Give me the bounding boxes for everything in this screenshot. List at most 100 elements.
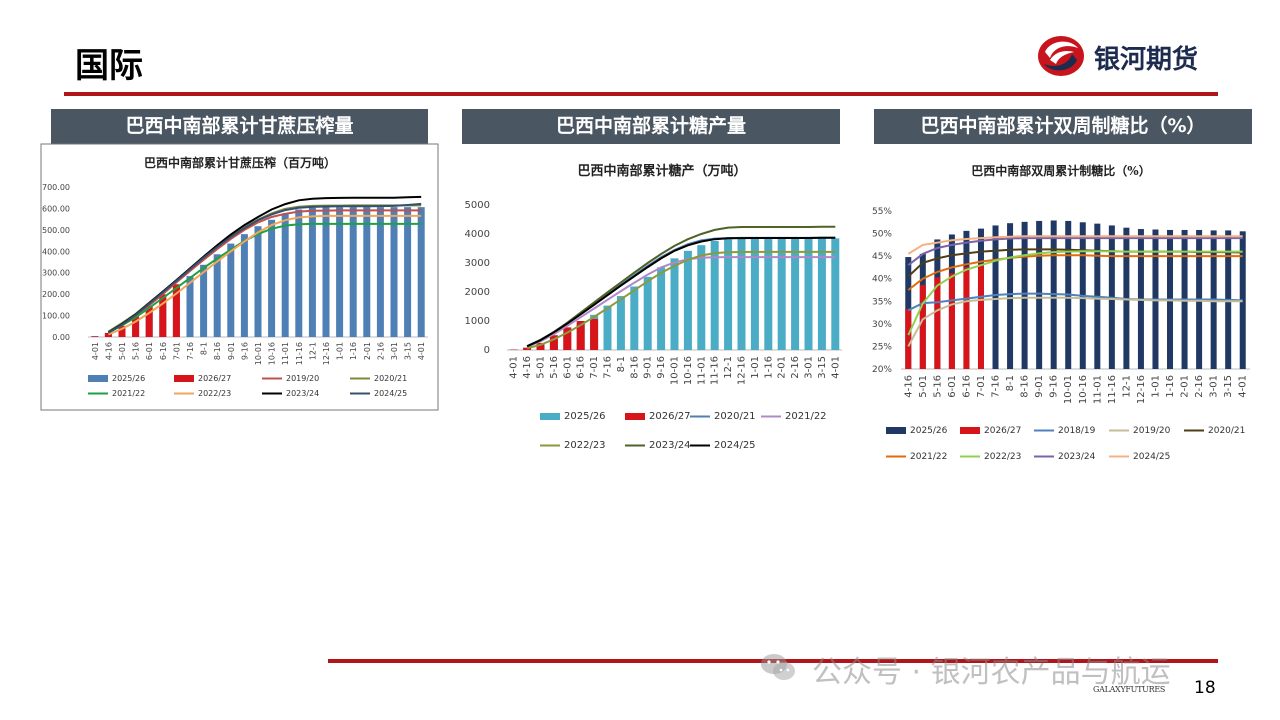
- line-2022-23: [108, 214, 422, 336]
- bar-2026-27: [948, 273, 955, 369]
- legend-swatch: [960, 427, 980, 434]
- page-title: 国际: [75, 46, 143, 86]
- chart-frame: [40, 143, 439, 411]
- x-tick-label: 8-1: [1005, 375, 1016, 391]
- x-tick-label: 2-01: [363, 342, 372, 360]
- bar-2025-26: [227, 243, 235, 337]
- x-tick-label: 3-15: [1223, 375, 1234, 398]
- x-tick-label: 8-1: [616, 356, 627, 372]
- legend-swatch: [88, 375, 108, 382]
- y-tick-label: 300.00: [42, 269, 70, 278]
- legend-label: 2025/26: [564, 411, 606, 422]
- bar-2025-26: [376, 207, 384, 337]
- panel-header-cane-crush: 巴西中南部累计甘蔗压榨量: [51, 109, 428, 144]
- logo-text: 银河期货: [1094, 45, 1199, 75]
- x-tick-label: 4-01: [1238, 375, 1249, 398]
- bar-2025-26: [268, 219, 276, 337]
- line-2023-24: [526, 225, 836, 348]
- x-tick-label: 3-01: [804, 356, 815, 379]
- footer-brand: GALAXYFUTURES: [1093, 685, 1166, 694]
- bar-2025-26: [281, 213, 289, 337]
- bar-2025-26: [417, 207, 425, 337]
- bar-2025-26: [630, 286, 639, 350]
- x-tick-label: 9-16: [1049, 375, 1060, 398]
- watermark: 公众号 · 银河农产品与航运: [760, 647, 1240, 690]
- legend-label: 2024/25: [374, 389, 407, 398]
- x-tick-label: 3-01: [1209, 375, 1220, 398]
- x-tick-label: 4-16: [522, 356, 533, 379]
- x-tick-label: 6-16: [159, 342, 168, 360]
- x-tick-label: 12-16: [1136, 375, 1147, 404]
- bar-2026-27: [523, 347, 532, 350]
- y-tick-label: 200.00: [42, 290, 70, 299]
- x-tick-label: 11-01: [696, 356, 707, 385]
- bar-2025-26: [724, 239, 733, 350]
- x-tick-label: 3-15: [817, 356, 828, 379]
- y-tick-label: 3000: [465, 258, 490, 269]
- line-2019-20: [107, 209, 422, 334]
- y-tick-label: 35%: [872, 297, 892, 307]
- bar-2025-26: [791, 238, 800, 350]
- chart-cane-crush: 巴西中南部累计甘蔗压榨（百万吨） 700.00 600.00 500.00 400.00…: [40, 143, 439, 411]
- x-tick-label: 10-16: [683, 356, 694, 385]
- bar-2025-26: [643, 276, 652, 350]
- bar-2026-27: [590, 318, 599, 350]
- line-2021-22: [907, 254, 1243, 291]
- bar-2026-27: [963, 266, 970, 369]
- bar-2025-26: [390, 207, 398, 337]
- x-tick-label: 6-01: [145, 342, 154, 360]
- line-2018-19: [907, 292, 1243, 312]
- x-tick-label: 11-16: [295, 342, 304, 365]
- x-tick-label: 8-16: [213, 342, 222, 360]
- legend-label: 2022/23: [198, 389, 231, 398]
- y-tick-label: 500.00: [42, 226, 70, 235]
- title-rule: [64, 92, 1218, 96]
- bar-2025-26: [710, 240, 719, 350]
- x-tick-label: 6-16: [576, 356, 587, 379]
- x-tick-label: 9-01: [643, 356, 654, 379]
- bar-2026-27: [132, 316, 140, 337]
- bar-2025-26: [322, 207, 330, 337]
- bar-2026-27: [934, 277, 941, 369]
- bar-2026-27: [172, 284, 180, 337]
- x-tick-label: 7-01: [976, 375, 987, 398]
- legend-label: 2023/24: [1058, 452, 1096, 462]
- x-tick-label: 2-16: [1194, 375, 1205, 398]
- legend-label: 2020/21: [714, 411, 756, 422]
- bar-2026-27: [536, 342, 545, 350]
- bar-2025-26: [817, 238, 826, 350]
- y-tick-label: 50%: [872, 230, 892, 240]
- y-tick-label: 40%: [872, 275, 892, 285]
- legend-label: 2024/25: [714, 440, 756, 451]
- x-tick-label: 11-01: [1092, 375, 1103, 404]
- x-tick-label: 1-16: [349, 342, 358, 360]
- y-tick-label: 0.00: [52, 333, 70, 342]
- bar-2025-26: [777, 238, 786, 350]
- x-tick-label: 12-1: [723, 356, 734, 379]
- panel-header-sugar-mix: 巴西中南部累计双周制糖比（%）: [874, 109, 1252, 144]
- legend-swatch: [625, 413, 645, 420]
- x-tick-label: 10-16: [268, 342, 277, 365]
- bar-2025-26: [670, 258, 679, 350]
- x-tick-label: 4-16: [903, 375, 914, 398]
- x-tick-label: 1-01: [750, 356, 761, 379]
- legend-label: 2022/23: [984, 452, 1021, 462]
- bar-2025-26: [1021, 221, 1028, 369]
- bar-2025-26: [404, 207, 412, 337]
- bar-2026-27: [104, 332, 112, 337]
- wechat-icon: [761, 654, 795, 680]
- bar-2025-26: [697, 245, 706, 350]
- x-tick-label: 6-01: [947, 375, 958, 398]
- y-tick-label: 25%: [872, 342, 892, 352]
- bar-2025-26: [200, 264, 208, 337]
- x-tick-label: 10-16: [1078, 375, 1089, 404]
- legend-label: 2023/24: [286, 389, 319, 398]
- legend-label: 2019/20: [1133, 426, 1171, 436]
- brand-logo: 银河期货: [1036, 34, 1226, 78]
- bar-2026-27: [905, 308, 912, 369]
- legend-label: 2022/23: [564, 440, 606, 451]
- bar-2025-26: [683, 250, 692, 350]
- x-tick-label: 6-01: [562, 356, 573, 379]
- bar-2026-27: [563, 327, 572, 350]
